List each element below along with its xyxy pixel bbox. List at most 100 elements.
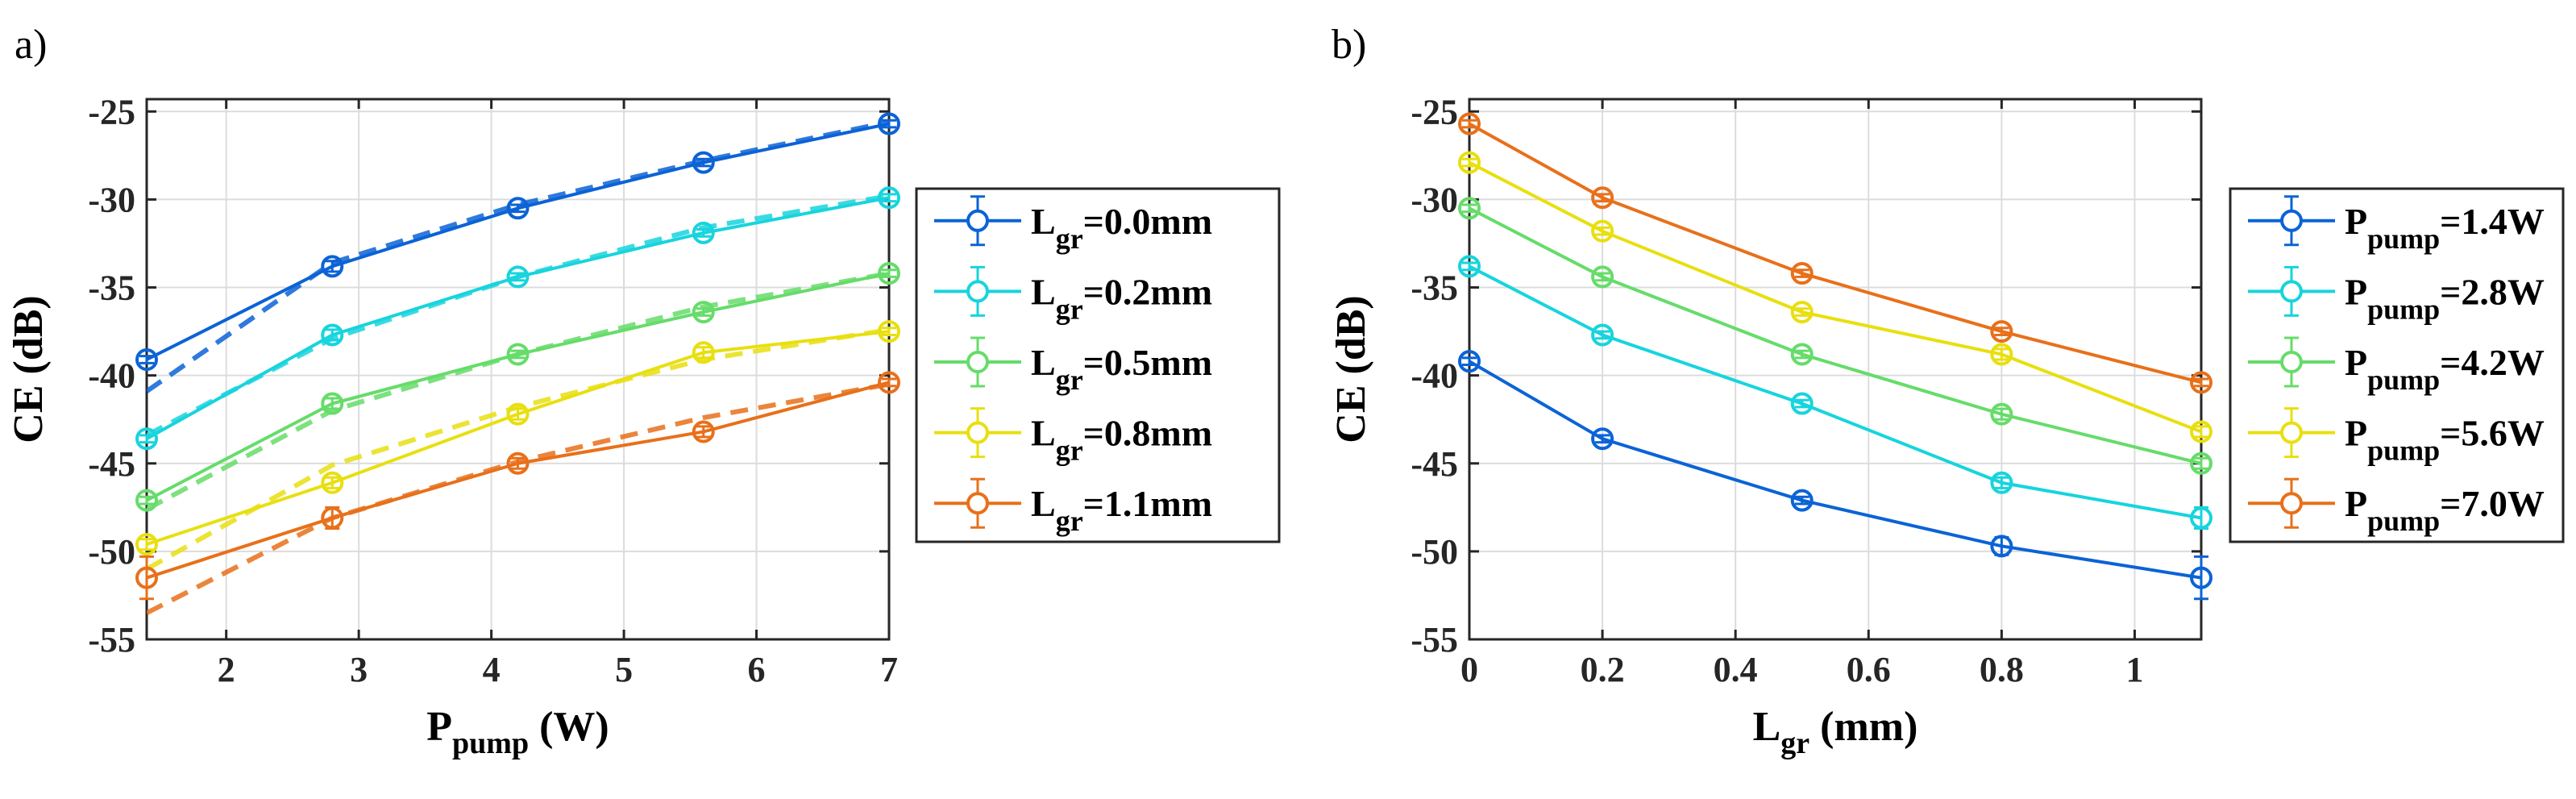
legend-marker [2280, 280, 2303, 303]
data-point [1790, 343, 1814, 366]
x-axis-label-sub: gr [1780, 726, 1809, 760]
legend-label-main: P [2345, 342, 2367, 383]
legend-label-sub: gr [1056, 364, 1083, 396]
x-tick-label: 7 [880, 650, 898, 689]
legend-label-value: =0.8mm [1083, 413, 1212, 454]
legend-marker [2280, 492, 2303, 515]
data-point [1458, 151, 1481, 174]
x-axis-label-sub: pump [452, 726, 529, 760]
legend-label-main: L [1031, 342, 1056, 383]
y-tick-label: -30 [88, 180, 135, 219]
x-axis-label-unit: (mm) [1809, 704, 1917, 750]
data-point [2190, 566, 2212, 589]
legend: Lgr=0.0mmLgr=0.2mmLgr=0.5mmLgr=0.8mmLgr=… [915, 187, 1281, 543]
legend-label: Ppump=2.8W [2345, 271, 2545, 325]
legend-label-value: =0.2mm [1083, 271, 1212, 312]
legend-label: Lgr=0.8mm [1031, 413, 1212, 467]
legend-label-main: P [2345, 201, 2367, 242]
x-tick-label: 1 [2125, 650, 2143, 689]
data-point [1458, 255, 1481, 278]
fit-line-3 [147, 327, 889, 572]
y-tick-label: -50 [1411, 532, 1458, 572]
legend-label-sub: pump [2367, 435, 2440, 467]
legend-marker [966, 209, 989, 232]
legend-label-sub: gr [1056, 223, 1083, 255]
data-point [1990, 343, 2013, 366]
data-point [1591, 265, 1614, 289]
legend-label-main: L [1031, 271, 1056, 312]
legend-marker [966, 280, 989, 303]
x-axis-label: Lgr (mm) [1753, 704, 1918, 760]
legend-marker [966, 351, 989, 373]
y-tick-label: -35 [88, 268, 135, 308]
data-point [692, 221, 715, 244]
legend-label-sub: gr [1056, 505, 1083, 537]
data-point [2190, 506, 2212, 530]
data-point [321, 255, 344, 278]
data-point [1458, 350, 1481, 373]
data-point [2190, 452, 2212, 475]
x-axis-label-unit: (W) [529, 704, 609, 750]
x-tick-label: 3 [350, 650, 368, 689]
y-tick-label: -40 [1411, 356, 1458, 396]
y-tick-label: -25 [1411, 92, 1458, 131]
x-axis-label-main: L [1753, 704, 1781, 750]
x-tick-label: 4 [483, 650, 501, 689]
x-tick-label: 6 [748, 650, 766, 689]
y-tick-label: -40 [88, 356, 135, 396]
y-tick-label: -35 [1411, 268, 1458, 308]
data-point [1591, 427, 1614, 451]
legend-label-main: L [1031, 413, 1056, 454]
data-point [2190, 420, 2212, 443]
data-point [506, 343, 530, 366]
data-point [878, 112, 900, 135]
data-point [506, 402, 530, 426]
data-point [1790, 489, 1814, 512]
legend-label-value: =0.0mm [1083, 201, 1212, 242]
data-point [1591, 323, 1614, 347]
data-point [506, 197, 530, 220]
data-point [1458, 112, 1481, 135]
data-point [135, 427, 158, 451]
legend-label: Ppump=5.6W [2345, 413, 2545, 467]
data-point [878, 262, 900, 285]
legend-label-value: =2.8W [2440, 271, 2545, 312]
data-point [1790, 301, 1814, 324]
legend-marker [2280, 351, 2303, 373]
data-point [1990, 320, 2013, 343]
y-axis-label: CE (dB) [6, 295, 52, 443]
x-tick-label: 0.6 [1847, 650, 1891, 689]
data-point [1790, 392, 1814, 415]
legend-label-value: =0.5mm [1083, 342, 1212, 383]
x-tick-label: 0.8 [1980, 650, 2024, 689]
legend-label-value: =4.2W [2440, 342, 2545, 383]
data-point [692, 301, 715, 324]
x-tick-label: 5 [615, 650, 633, 689]
data-point [506, 265, 530, 289]
panel-label: b) [1332, 22, 1366, 68]
legend-label-main: L [1031, 483, 1056, 524]
marker-group [1458, 112, 2212, 601]
data-point [321, 323, 344, 347]
data-point [1990, 535, 2013, 558]
legend-label: Lgr=0.2mm [1031, 271, 1212, 325]
data-point [1591, 186, 1614, 210]
legend-marker [966, 492, 989, 515]
data-point [692, 151, 715, 174]
data-point [878, 320, 900, 343]
legend-label: Lgr=0.5mm [1031, 342, 1212, 396]
panel-a: a) 2 3 4 5 6 7 -55 -50 -45 -40 -35 -30 -25 Ppump (W) CE… [6, 22, 1281, 760]
y-tick-label: -45 [1411, 444, 1458, 484]
data-point [878, 371, 900, 394]
data-point [135, 533, 158, 556]
panel-b: b) 0 0.2 0.4 0.6 0.8 1 -55 -50 -45 -40 -35 -30 -25 Lgr… [1328, 22, 2565, 760]
legend-label-value: =5.6W [2440, 413, 2545, 454]
legend-label-sub: pump [2367, 505, 2440, 537]
legend-label-sub: pump [2367, 223, 2440, 255]
legend-label-value: =7.0W [2440, 483, 2545, 524]
data-point [2190, 371, 2212, 394]
legend-label-sub: gr [1056, 435, 1083, 467]
legend-marker [966, 421, 989, 444]
legend-marker [2280, 209, 2303, 232]
